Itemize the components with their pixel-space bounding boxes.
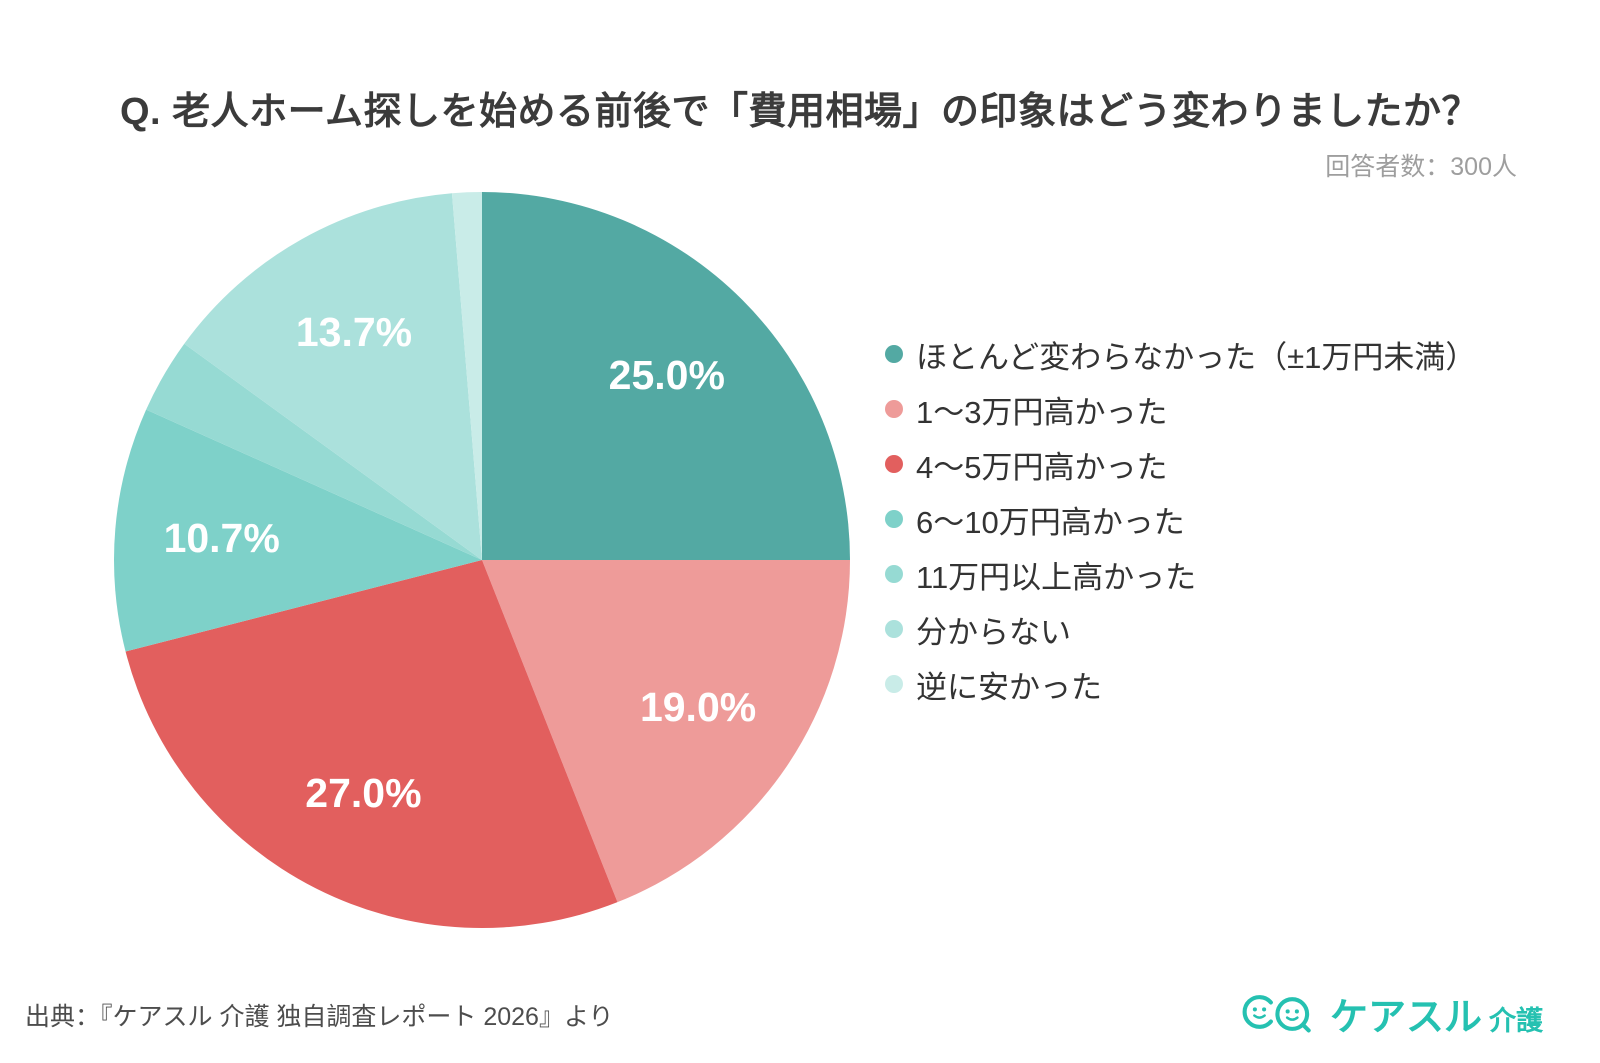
legend-item-2: 1～3万円高かった	[885, 393, 1476, 430]
legend-dot-1	[885, 345, 903, 363]
pie-percent-label-4: 10.7%	[164, 515, 280, 561]
pie-percent-label-1: 25.0%	[609, 352, 725, 398]
legend-item-6: 分からない	[885, 613, 1476, 650]
pie-percent-label-2: 19.0%	[640, 684, 756, 730]
legend-dot-4	[885, 510, 903, 528]
pie-slice-1	[482, 192, 850, 560]
legend-dot-7	[885, 675, 903, 693]
pie-percent-label-3: 27.0%	[305, 770, 421, 816]
legend-dot-6	[885, 620, 903, 638]
legend-item-5: 11万円以上高かった	[885, 558, 1476, 595]
legend-item-4: 6～10万円高かった	[885, 503, 1476, 540]
respondents-note: 回答者数：300人	[1325, 153, 1517, 181]
pie-slice-4	[113, 409, 483, 652]
legend-label-2: 1～3万円高かった	[916, 394, 1168, 430]
legend-label-1: ほとんど変わらなかった（±1万円未満）	[916, 339, 1477, 375]
legend-label-4: 6～10万円高かった	[916, 504, 1185, 540]
legend-dot-2	[885, 400, 903, 418]
legend-label-7: 逆に安かった	[916, 669, 1102, 705]
pie-percent-label-6: 13.7%	[296, 309, 412, 355]
pie-slice-2	[482, 560, 850, 903]
brand-name: ケアスル	[1329, 997, 1482, 1040]
legend-label-3: 4～5万円高かった	[916, 449, 1168, 485]
brand-suffix: 介護	[1489, 1005, 1543, 1036]
legend-dot-5	[885, 565, 903, 583]
pie-slice-5	[146, 343, 482, 560]
legend: ほとんど変わらなかった（±1万円未満） 1～3万円高かった 4～5万円高かった 6～1…	[885, 338, 1476, 723]
legend-label-6: 分からない	[916, 614, 1071, 650]
legend-item-1: ほとんど変わらなかった（±1万円未満）	[885, 338, 1476, 375]
pie-chart: 25.0% 19.0% 27.0% 10.7% 13.7%	[113, 192, 850, 929]
smiley-faces-icon	[1242, 995, 1311, 1033]
legend-item-3: 4～5万円高かった	[885, 448, 1476, 485]
pie-slice-7	[451, 192, 482, 560]
chart-title: Q. 老人ホーム探しを始める前後で「費用相場」の印象はどう変わりましたか？	[119, 91, 1481, 133]
legend-item-7: 逆に安かった	[885, 668, 1476, 705]
pie-slice-6	[184, 193, 482, 561]
source-note: 出典：『ケアスル 介護 独自調査レポート 2026』より	[25, 1003, 614, 1031]
legend-label-5: 11万円以上高かった	[916, 559, 1197, 595]
brand-logo: ケアスル 介護	[1239, 987, 1543, 1039]
legend-dot-3	[885, 455, 903, 473]
pie-slice-3	[125, 560, 618, 929]
